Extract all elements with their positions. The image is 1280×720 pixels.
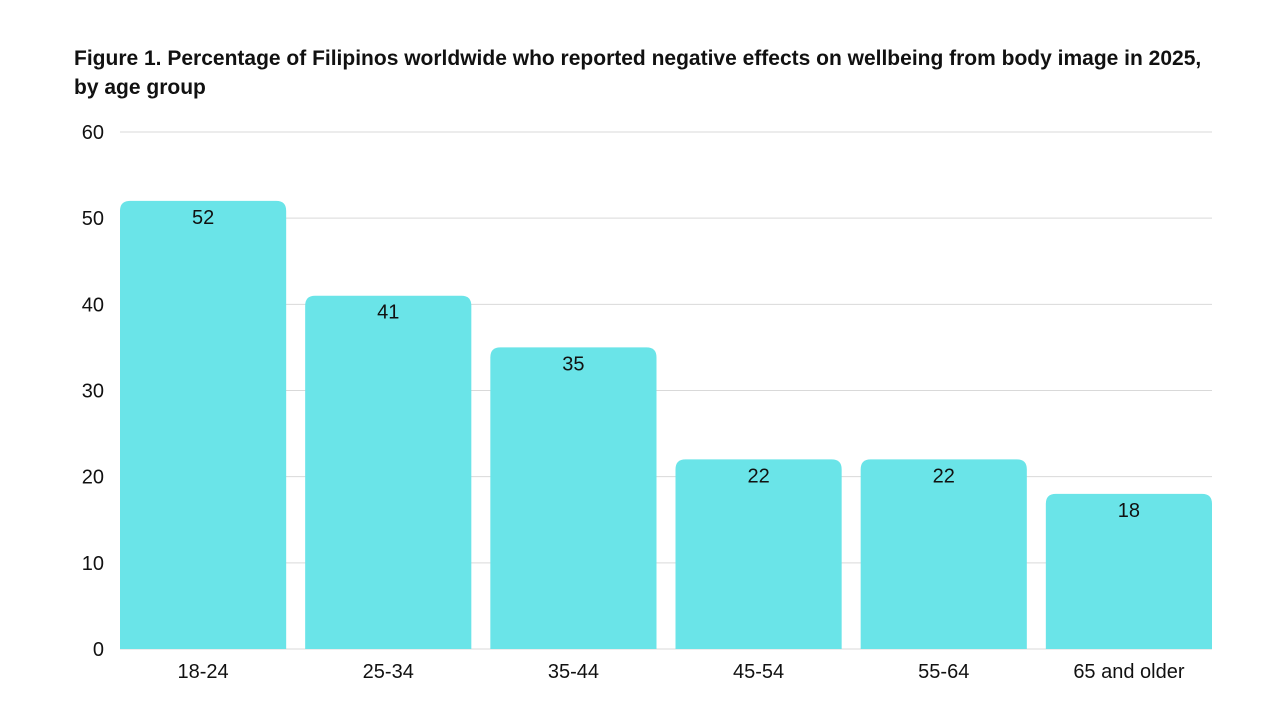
data-label: 22 — [747, 465, 769, 487]
y-tick-label: 50 — [82, 208, 104, 230]
x-tick-label: 55-64 — [918, 661, 969, 683]
x-tick-label: 45-54 — [733, 661, 784, 683]
data-label: 22 — [933, 465, 955, 487]
x-tick-label: 65 and older — [1073, 661, 1185, 683]
data-label: 52 — [192, 207, 214, 229]
bar — [860, 459, 1027, 649]
x-tick-label: 25-34 — [363, 661, 414, 683]
data-label: 35 — [562, 353, 584, 375]
data-label: 41 — [377, 302, 399, 324]
bar — [120, 200, 287, 649]
y-tick-label: 20 — [82, 467, 104, 489]
y-tick-label: 0 — [93, 639, 104, 661]
y-tick-label: 60 — [82, 122, 104, 144]
bar — [1045, 493, 1212, 649]
bar — [305, 295, 472, 649]
y-tick-label: 40 — [82, 294, 104, 316]
y-tick-label: 30 — [82, 381, 104, 403]
x-tick-label: 35-44 — [548, 661, 599, 683]
bar — [675, 459, 842, 649]
bar — [490, 347, 657, 649]
y-tick-label: 10 — [82, 553, 104, 575]
chart-title: Figure 1. Percentage of Filipinos worldw… — [74, 47, 1202, 99]
x-tick-label: 18-24 — [178, 661, 229, 683]
data-label: 18 — [1118, 500, 1140, 522]
